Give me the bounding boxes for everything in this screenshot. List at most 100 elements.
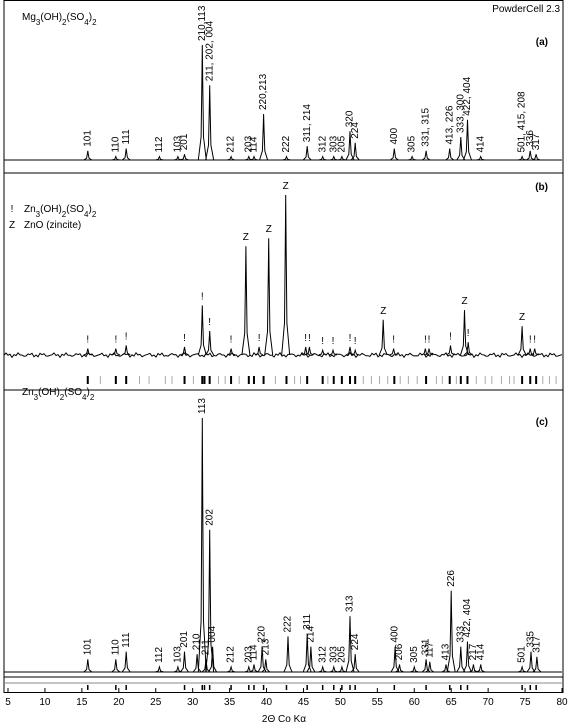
peak [389, 348, 398, 356]
peak-label: 305 [407, 135, 418, 152]
peak-marker: ! [258, 333, 261, 344]
peak [345, 616, 355, 673]
peak [526, 651, 536, 673]
x-tick-label: 80 [556, 697, 568, 708]
peak [517, 155, 527, 161]
peak-label: 114 [249, 644, 260, 660]
peak [121, 345, 131, 356]
peak [241, 246, 251, 356]
peak-label: 422, 404 [462, 598, 473, 637]
peak-marker: ! [114, 335, 117, 346]
peak-label: 111 [121, 129, 132, 145]
peak-label: 103 [173, 646, 184, 663]
peak-label: 333, 300 [455, 94, 466, 133]
peak [173, 155, 183, 161]
peak [259, 113, 269, 161]
peak-marker: Z [283, 181, 289, 192]
peak [197, 417, 207, 673]
peak [282, 155, 291, 161]
x-tick-label: 75 [520, 697, 532, 708]
peak-marker: ! [533, 335, 536, 346]
peak-marker: Z [380, 306, 386, 317]
peak-label: 202 [204, 509, 215, 526]
legend-symbol: ! [11, 204, 14, 215]
peak-label: 317 [531, 133, 542, 150]
peak-label: 336 [525, 130, 536, 147]
peak [425, 661, 435, 673]
peak-marker: Z [461, 296, 467, 307]
peak-label: 111 [121, 632, 132, 648]
peak-label: 203 [243, 646, 254, 663]
panel-label: (a) [536, 37, 548, 48]
peak [192, 654, 202, 673]
x-tick-label: 40 [261, 697, 273, 708]
peak-label: 214 [305, 625, 316, 642]
peak [445, 148, 455, 161]
peak-label: 400 [390, 625, 401, 642]
panel-title: Zn3(OH)2(SO4)2 [22, 387, 95, 402]
x-tick-label: 10 [39, 697, 51, 708]
peak [318, 348, 327, 356]
peak [329, 155, 338, 161]
peak [337, 664, 347, 673]
peak [302, 633, 312, 673]
peak [456, 646, 466, 673]
peak [328, 348, 338, 356]
peak [517, 664, 527, 673]
x-tick-label: 55 [372, 697, 384, 708]
peak-label: 331, 315 [421, 107, 432, 146]
peak-label: 312 [317, 135, 328, 152]
peak-marker: Z [519, 312, 525, 323]
peak-label: 004 [207, 625, 218, 642]
baseline [3, 351, 563, 359]
peak-label: 211 [201, 639, 212, 655]
x-tick-label: 15 [76, 697, 88, 708]
peak-marker: ! [308, 333, 311, 344]
peak [460, 310, 469, 356]
peak [83, 348, 93, 356]
peak-marker: ! [354, 336, 357, 347]
peak [111, 155, 120, 161]
peak-label: 312 [317, 646, 328, 663]
peak-label: 114 [249, 136, 260, 152]
peak [337, 155, 347, 161]
peak-label: 110 [110, 136, 121, 152]
peak-marker: ! [424, 335, 427, 346]
peak-label: 117 [424, 641, 435, 657]
peak [345, 346, 355, 356]
peak [173, 664, 183, 673]
peak-label: 210,113 [197, 5, 208, 41]
x-tick-label: 70 [483, 697, 495, 708]
peak [517, 326, 527, 356]
peak [421, 348, 430, 356]
peak-marker: Z [243, 232, 249, 243]
peak [302, 146, 312, 161]
peak [121, 148, 131, 161]
peak-label: 110 [110, 639, 121, 655]
peak-label: 201 [179, 133, 190, 150]
peak [83, 150, 93, 161]
peak-label: 210 [192, 633, 203, 650]
peak-label: 311, 214 [302, 104, 313, 143]
software-label: PowderCell 2.3 [492, 4, 560, 15]
peak [378, 319, 388, 356]
peak [350, 654, 360, 673]
peak-label: 501 [517, 646, 528, 663]
panel-title: Mg3(OH)2(SO4)2 [22, 12, 97, 27]
peak-label: 222 [283, 615, 294, 632]
peak [463, 342, 473, 356]
x-tick-label: 50 [335, 697, 347, 708]
peak-label: 317 [532, 636, 543, 653]
peak [351, 348, 360, 356]
x-tick-label: 25 [150, 697, 162, 708]
peak [318, 155, 327, 161]
peak-label: 335 [526, 631, 537, 648]
peak-label: 400 [389, 127, 400, 144]
peak-label: 413 [441, 643, 452, 660]
peak-label: 101 [82, 130, 93, 147]
peak [197, 44, 207, 161]
peak [226, 664, 236, 673]
peak [121, 651, 131, 673]
peak-label: 311 [302, 614, 313, 630]
peak [530, 348, 539, 356]
